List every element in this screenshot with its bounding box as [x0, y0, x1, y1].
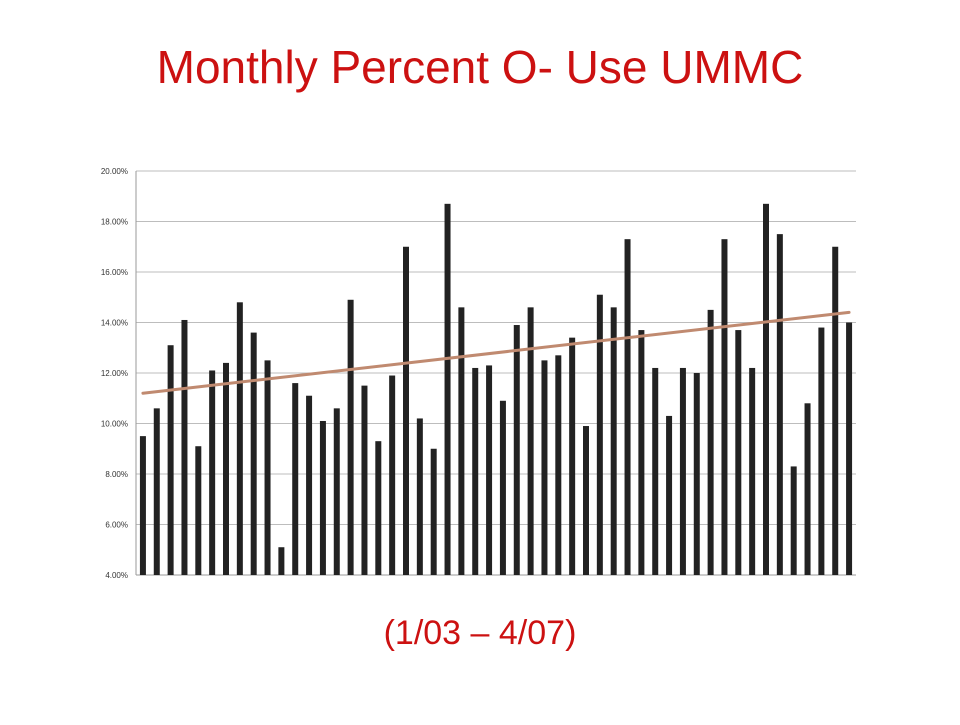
- bar-1-07: [804, 403, 811, 575]
- bar-3-06: [666, 415, 673, 575]
- y-tick-label: 6.00%: [105, 521, 128, 530]
- bar-9-05: [583, 426, 589, 575]
- bar-10-04: [430, 448, 437, 575]
- bar-4-03: [181, 319, 188, 575]
- bar-4-04: [347, 299, 354, 575]
- y-tick-label: 8.00%: [105, 470, 128, 479]
- bar-2-07: [818, 327, 825, 575]
- bar-2-05: [486, 365, 493, 575]
- bar-10-03: [264, 360, 271, 575]
- bar-1-05: [472, 367, 479, 575]
- bar-4-06: [679, 367, 686, 575]
- bar-6-05: [541, 360, 548, 575]
- bar-8-03: [236, 302, 243, 575]
- y-tick-label: 18.00%: [101, 218, 128, 227]
- bar-6-06: [707, 309, 714, 575]
- bar-4-07: [846, 322, 853, 575]
- bar-11-05: [610, 307, 617, 575]
- bar-3-03: [167, 345, 174, 575]
- bar-6-03: [209, 370, 216, 575]
- bar-1-03: [139, 436, 146, 575]
- bar-3-07: [832, 246, 839, 575]
- bar-7-03: [223, 362, 229, 575]
- bar-1-06: [638, 330, 645, 575]
- bar-12-05: [624, 239, 631, 576]
- y-tick-label: 20.00%: [101, 167, 128, 176]
- y-tick-label: 16.00%: [101, 268, 128, 277]
- y-tick-label: 14.00%: [101, 319, 128, 328]
- y-tick-label: 4.00%: [105, 571, 128, 580]
- bar-2-04: [319, 420, 326, 575]
- bar-2-03: [153, 408, 160, 575]
- bar-3-04: [333, 408, 340, 575]
- bar-12-03: [292, 383, 299, 575]
- bar-9-03: [250, 332, 257, 575]
- bar-10-06: [763, 203, 769, 575]
- bar-6-04: [375, 441, 382, 575]
- bar-5-06: [693, 373, 700, 575]
- bar-5-05: [527, 307, 534, 575]
- y-tick-label: 10.00%: [101, 420, 128, 429]
- trendline: [141, 310, 851, 395]
- bar-7-05: [555, 355, 562, 575]
- bar-12-04: [458, 307, 465, 575]
- bar-5-03: [195, 446, 202, 575]
- bar-11-03: [278, 547, 285, 575]
- bar-9-04: [416, 418, 423, 575]
- bar-4-05: [513, 325, 520, 575]
- bar-11-04: [444, 203, 451, 575]
- slide-subtitle: (1/03 – 4/07): [383, 614, 577, 652]
- bar-9-06: [749, 367, 756, 575]
- bar-1-04: [306, 395, 313, 575]
- bar-8-05: [569, 337, 576, 575]
- bar-5-04: [361, 385, 368, 575]
- bar-2-06: [652, 367, 659, 575]
- slide-title: Monthly Percent O- Use UMMC: [156, 41, 804, 93]
- bar-7-04: [389, 375, 396, 575]
- bar-8-06: [735, 330, 742, 575]
- bar-8-04: [403, 246, 409, 575]
- y-tick-label: 12.00%: [101, 369, 128, 378]
- bar-10-05: [596, 294, 603, 575]
- bar-3-05: [499, 400, 506, 575]
- bar-11-06: [776, 234, 783, 575]
- bar-12-06: [790, 466, 797, 575]
- bar-7-06: [721, 239, 728, 576]
